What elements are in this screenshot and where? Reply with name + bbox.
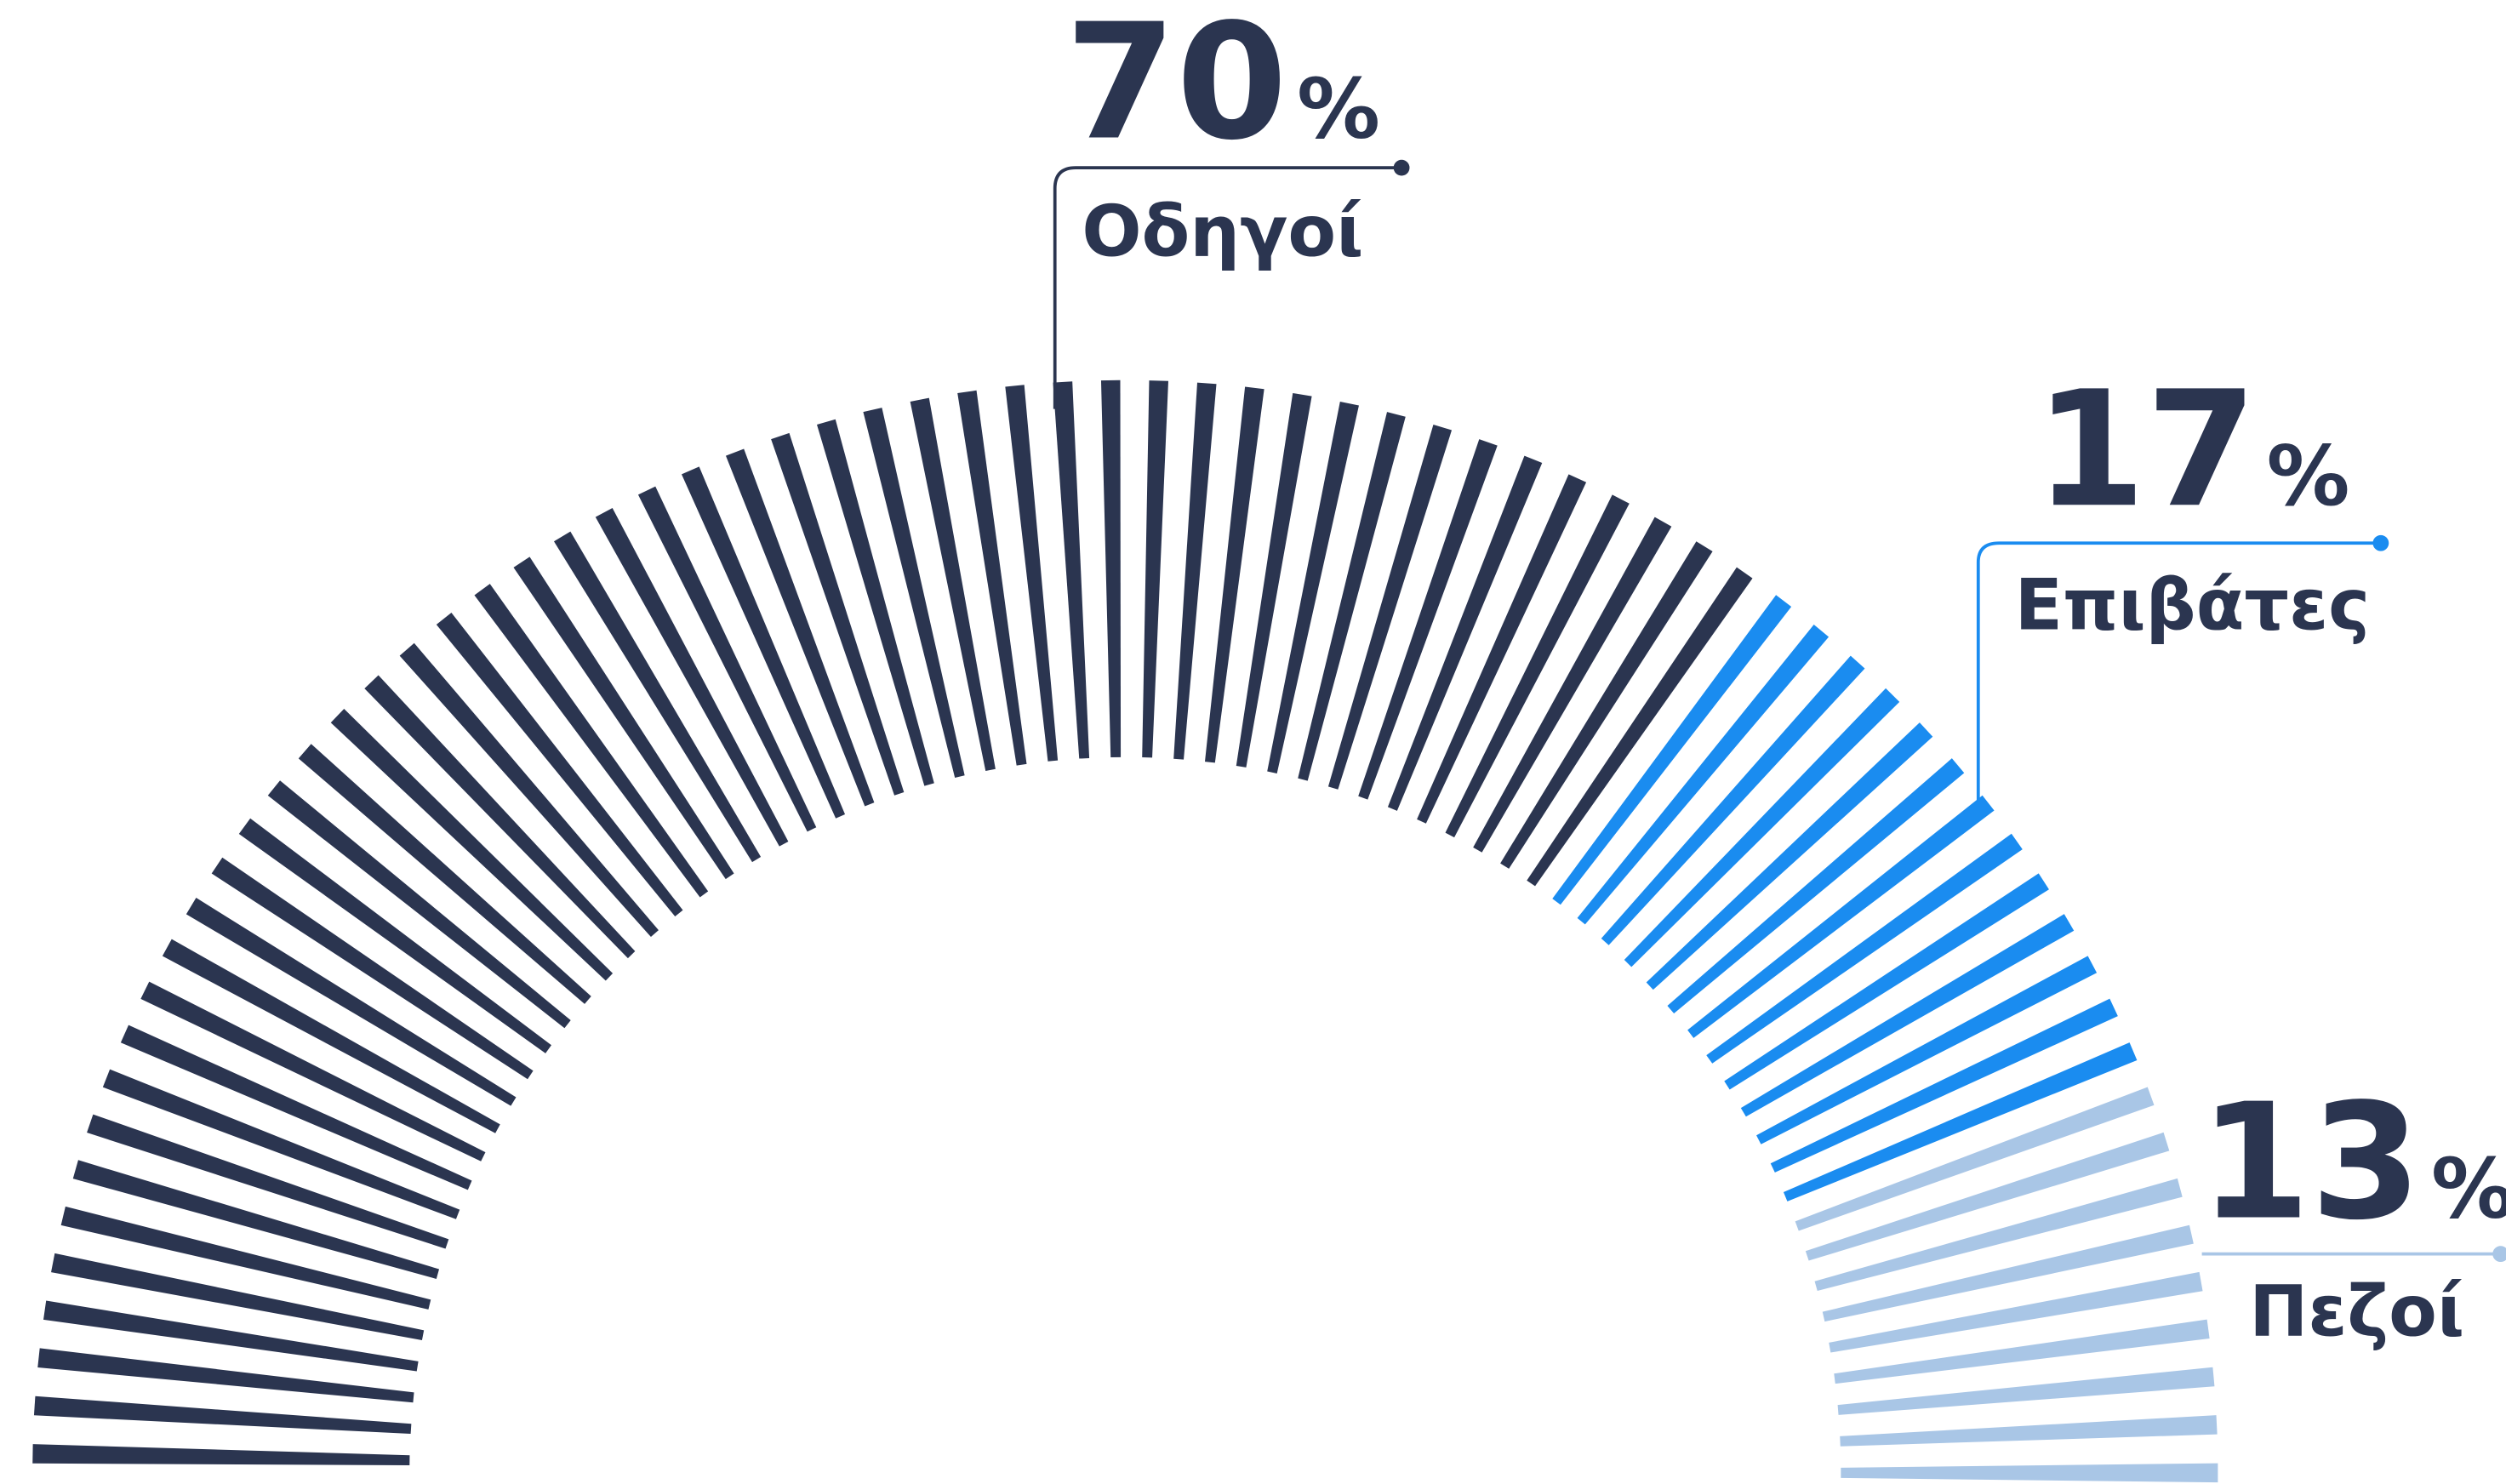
gauge-bar — [1601, 655, 1865, 945]
callout-dot — [1393, 159, 1410, 176]
gauge-bar — [238, 818, 551, 1053]
value-label: 70% — [1065, 0, 1380, 175]
gauge-bar — [595, 507, 789, 847]
gauge-bar — [1473, 517, 1672, 853]
callout-dot — [2372, 534, 2389, 551]
segment — [1795, 1087, 2218, 1483]
gauge-bar — [1236, 393, 1312, 768]
gauge-bar — [1298, 412, 1406, 781]
gauge-bar — [1783, 1042, 2138, 1201]
callout-line — [1053, 166, 1402, 409]
gauge-bar — [910, 397, 996, 771]
gauge-bar — [162, 939, 500, 1133]
gauge-bar — [60, 1206, 431, 1310]
gauge-bar — [1740, 914, 2075, 1117]
gauge-bar — [33, 1396, 412, 1435]
segment — [32, 380, 1753, 1466]
gauge-bar — [1687, 795, 1995, 1038]
gauge-bar — [1005, 385, 1059, 762]
gauge-bar — [1724, 873, 2049, 1090]
gauge-bar — [1770, 998, 2118, 1173]
callout-dot — [2492, 1246, 2506, 1263]
gauge-bar — [211, 857, 534, 1080]
gauge-bar — [1387, 455, 1543, 811]
gauge-bar — [817, 419, 934, 786]
gauge-bar — [637, 486, 817, 832]
value-label: 17% — [2035, 357, 2349, 543]
gauge-bar — [1829, 1271, 2203, 1353]
gauge-bar — [1267, 401, 1359, 773]
gauge-bar — [863, 408, 965, 779]
gauge-bar — [771, 432, 905, 796]
gauge-bar — [1805, 1132, 2170, 1261]
callout-line — [1976, 541, 2381, 815]
gauge-bar — [1327, 424, 1453, 790]
gauge-bar — [1445, 494, 1630, 838]
gauge-bar — [51, 1253, 425, 1341]
gauge-bar — [1142, 380, 1169, 758]
gauge-bar — [1552, 595, 1792, 905]
gauge-bar — [1577, 625, 1830, 925]
gauge-bar — [1667, 758, 1965, 1013]
gauge-bar — [474, 584, 709, 898]
gauge-bar — [1814, 1178, 2183, 1292]
gauge-bar — [1100, 380, 1122, 758]
gauge-bar — [1173, 382, 1217, 760]
gauge-bar — [186, 898, 517, 1106]
gauge-bar — [298, 744, 591, 1004]
gauge-bar — [553, 531, 762, 863]
gauge-bar — [1646, 722, 1933, 990]
segment — [1552, 595, 2138, 1201]
gauge-bar — [725, 448, 875, 807]
gauge-bar — [681, 466, 846, 819]
gauge-bar — [72, 1160, 440, 1279]
value-label: 13% — [2200, 1070, 2506, 1255]
gauge-bar — [1417, 474, 1587, 824]
gauge-bar — [1756, 956, 2098, 1144]
gauge-bar — [1822, 1224, 2194, 1322]
gauge-bar — [1837, 1367, 2215, 1415]
gauge-bar — [1053, 381, 1090, 759]
gauge-bar — [1840, 1415, 2218, 1447]
category-label: Επιβάτες — [2015, 565, 2370, 647]
gauge-bar — [513, 556, 734, 880]
gauge-bar — [1624, 688, 1900, 967]
gauge-bar — [87, 1114, 449, 1249]
gauge-bar — [43, 1300, 419, 1372]
gauge-bar — [32, 1444, 410, 1466]
gauge-bar — [140, 981, 486, 1162]
gauge-bar — [1841, 1463, 2218, 1483]
category-label: Πεζοί — [2249, 1270, 2464, 1352]
gauge-bar — [102, 1069, 460, 1219]
gauge-bar — [267, 780, 571, 1029]
gauge-bar — [1204, 386, 1264, 763]
category-label: Οδηγοί — [1082, 191, 1363, 272]
gauge-bar — [1795, 1087, 2155, 1231]
gauge-bar — [1527, 567, 1753, 887]
gauge-bar — [37, 1348, 414, 1403]
gauge-bar — [436, 612, 683, 916]
gauge-bar — [330, 708, 614, 981]
gauge-bar — [1358, 439, 1498, 800]
gauge-bar — [1500, 541, 1713, 869]
gauge-bar — [399, 642, 659, 938]
gauge-bar — [1834, 1319, 2210, 1384]
gauge-bar — [957, 390, 1027, 766]
gauge-bar — [364, 675, 636, 959]
gauge-bar — [1706, 833, 2023, 1064]
gauge-bar — [120, 1025, 472, 1190]
